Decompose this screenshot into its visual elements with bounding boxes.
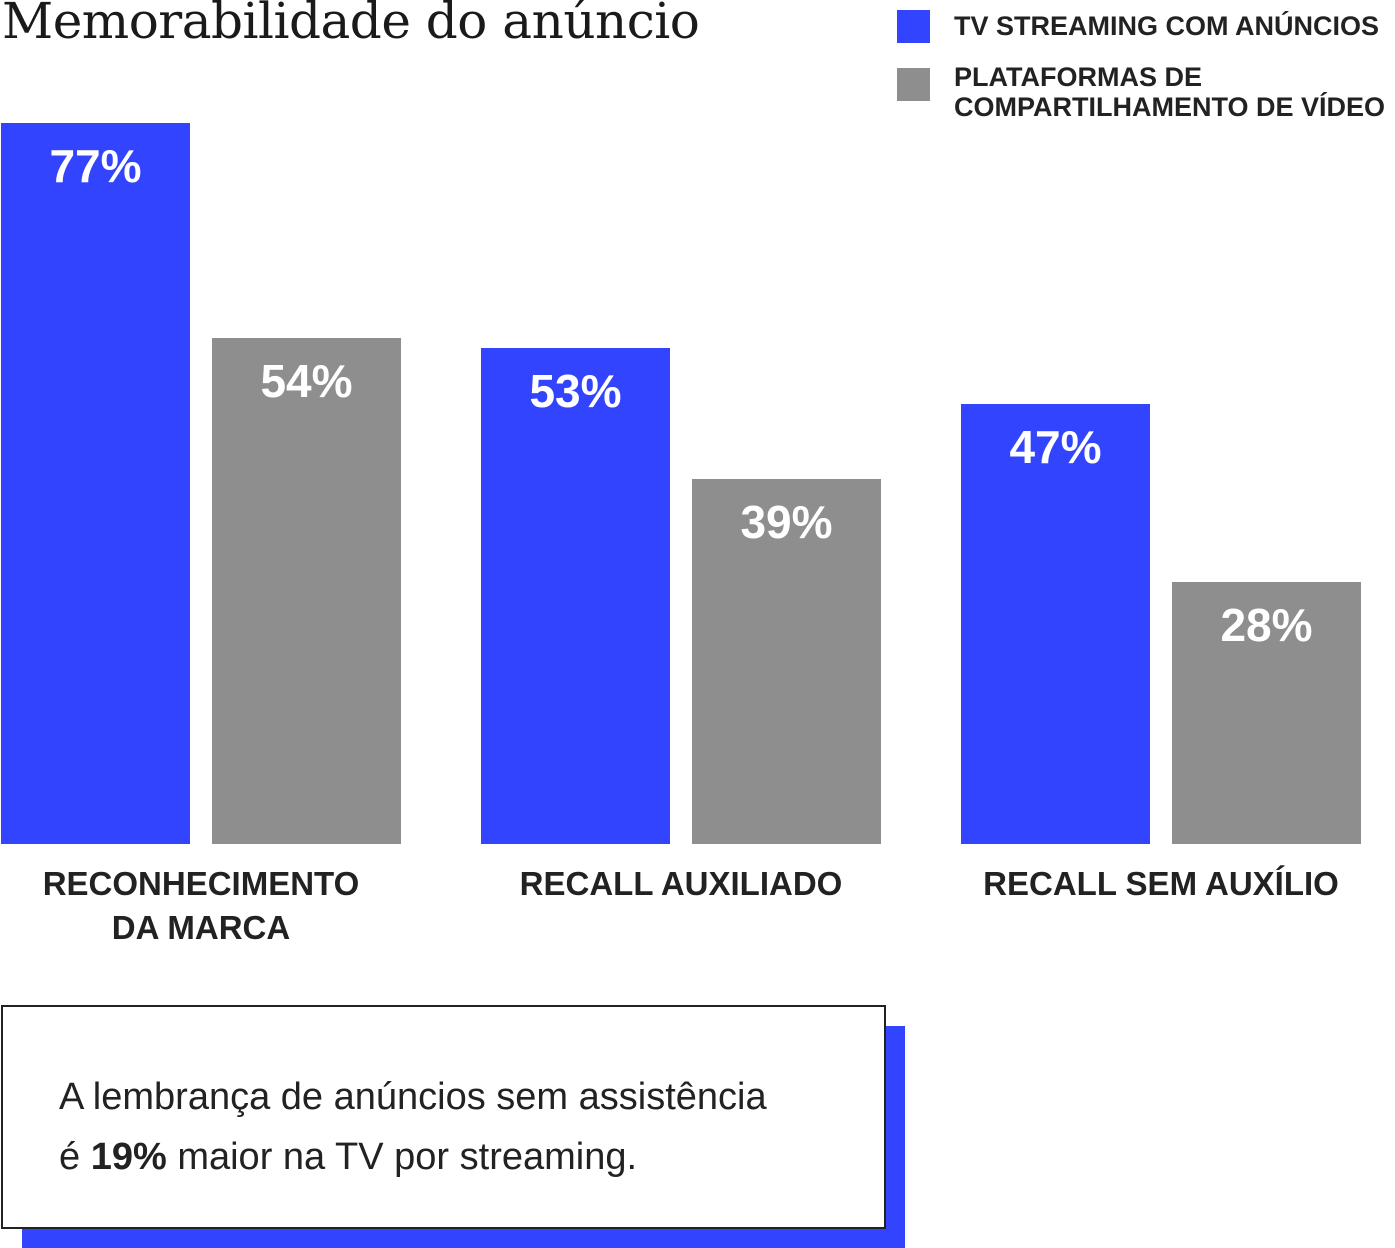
bar-tv-streaming [1, 123, 190, 844]
category-label: RECALL AUXILIADO [461, 862, 901, 906]
legend-swatch-video-platforms [897, 68, 930, 101]
bar-video-platforms [1172, 581, 1361, 844]
data-label: 53% [529, 364, 622, 417]
bar-tv-streaming [961, 403, 1150, 844]
note-box: A lembrança de anúncios sem assistência … [1, 1005, 886, 1229]
category-label-line: RECALL AUXILIADO [519, 865, 843, 902]
category-label: RECALL SEM AUXÍLIO [941, 862, 1381, 906]
bar-tv-streaming [481, 347, 670, 844]
category-label-line: RECONHECIMENTO [42, 865, 360, 902]
legend-label-tv-streaming: TV STREAMING COM ANÚNCIOS [954, 11, 1379, 41]
category-label-line: DA MARCA [111, 909, 291, 946]
data-label: 39% [740, 495, 833, 548]
data-label: 54% [260, 355, 353, 408]
note-prefix: é [59, 1136, 91, 1178]
note-text: A lembrança de anúncios sem assistência … [59, 1067, 767, 1187]
legend-label-line: COMPARTILHAMENTO DE VÍDEO [954, 92, 1386, 122]
legend-swatch-tv-streaming [897, 10, 930, 43]
note-line-2: é 19% maior na TV por streaming. [59, 1127, 767, 1187]
note-line-1: A lembrança de anúncios sem assistência [59, 1076, 767, 1118]
legend-label-video-platforms: PLATAFORMAS DE COMPARTILHAMENTO DE VÍDEO [954, 62, 1385, 122]
legend-label-line: PLATAFORMAS DE [954, 62, 1202, 92]
data-label: 28% [1220, 598, 1313, 651]
note-highlight: 19% [90, 1136, 167, 1178]
category-label-line: RECALL SEM AUXÍLIO [983, 865, 1339, 902]
note-suffix: maior na TV por streaming. [166, 1136, 638, 1178]
bar-video-platforms [692, 478, 881, 844]
data-label: 47% [1009, 420, 1102, 473]
category-label: RECONHECIMENTO DA MARCA [0, 862, 421, 950]
data-label: 77% [49, 140, 142, 192]
bar-video-platforms [212, 338, 401, 844]
chart-title: Memorabilidade do anúncio [2, 0, 700, 50]
